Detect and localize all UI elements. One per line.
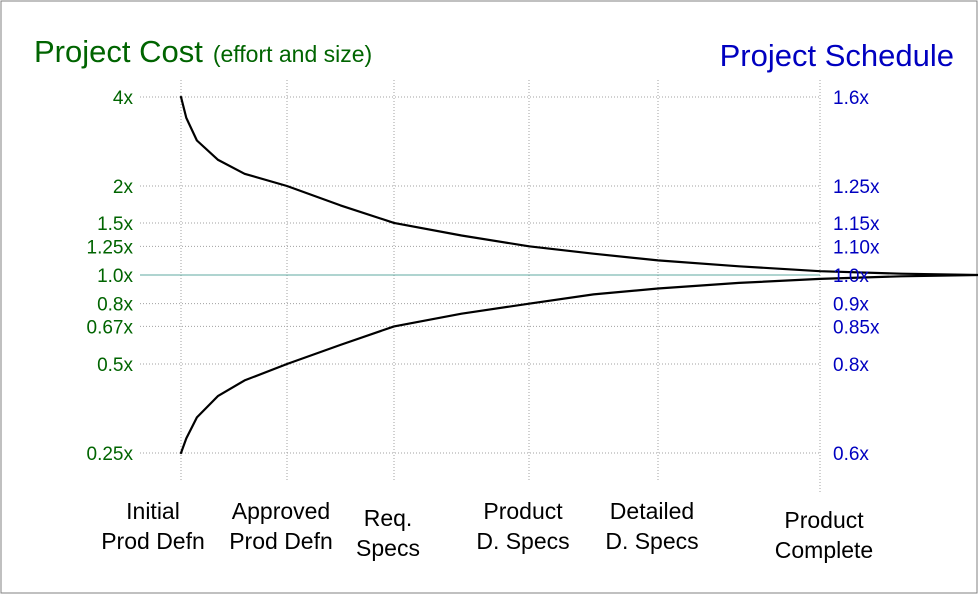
stage-label-0: Initial Prod Defn [101,498,205,554]
schedule-tick-label: 1.6x [833,88,869,109]
schedule-tick-label: 0.9x [833,295,869,316]
stage-label-4: Detailed D. Specs [605,498,698,554]
grid-layer [140,80,821,494]
upper-uncertainty-curve [179,95,978,277]
stage-label-5: Product Complete [775,507,873,563]
cost-tick-label: 1.5x [97,214,133,235]
schedule-tick-label: 0.8x [833,355,869,376]
stage-label-1: Approved Prod Defn [229,498,333,554]
schedule-tick-label: 0.85x [833,317,880,338]
schedule-tick-label: 0.6x [833,444,869,465]
stage-label-line: D. Specs [476,528,569,554]
stage-label-line: Complete [775,537,873,563]
stage-label-line: Prod Defn [229,528,333,554]
stage-label-line: Approved [232,498,330,524]
stage-label-line: Req. [364,505,413,531]
stage-label-line: Detailed [610,498,694,524]
curve-layer [179,95,978,455]
stage-label-line: Product [784,507,864,533]
schedule-axis-title: Project Schedule [720,38,954,73]
cost-tick-label: 1.0x [97,266,133,287]
schedule-tick-label: 1.25x [833,177,880,198]
stage-label-line: Product [483,498,563,524]
stage-label-line: Initial [126,498,180,524]
schedule-tick-label: 1.0x [833,266,869,287]
cost-axis-title-main: Project Cost [34,34,203,69]
schedule-tick-label: 1.10x [833,237,880,258]
cost-tick-label: 0.5x [97,355,133,376]
stage-label-3: Product D. Specs [476,498,569,554]
cost-tick-label: 2x [113,177,134,198]
stage-label-line: Prod Defn [101,528,205,554]
cost-tick-label: 1.25x [87,237,134,258]
cost-tick-label: 0.67x [87,317,134,338]
cost-tick-label: 0.8x [97,295,133,316]
stage-label-line: D. Specs [605,528,698,554]
cost-axis-title: Project Cost (effort and size) [34,34,372,69]
cost-tick-label: 0.25x [87,444,134,465]
stage-label-line: Specs [356,535,420,561]
cost-axis-title-sub: (effort and size) [213,41,372,67]
lower-uncertainty-curve [179,273,978,455]
cost-tick-label: 4x [113,88,134,109]
stage-label-2: Req. Specs [356,505,420,561]
schedule-tick-label: 1.15x [833,214,880,235]
